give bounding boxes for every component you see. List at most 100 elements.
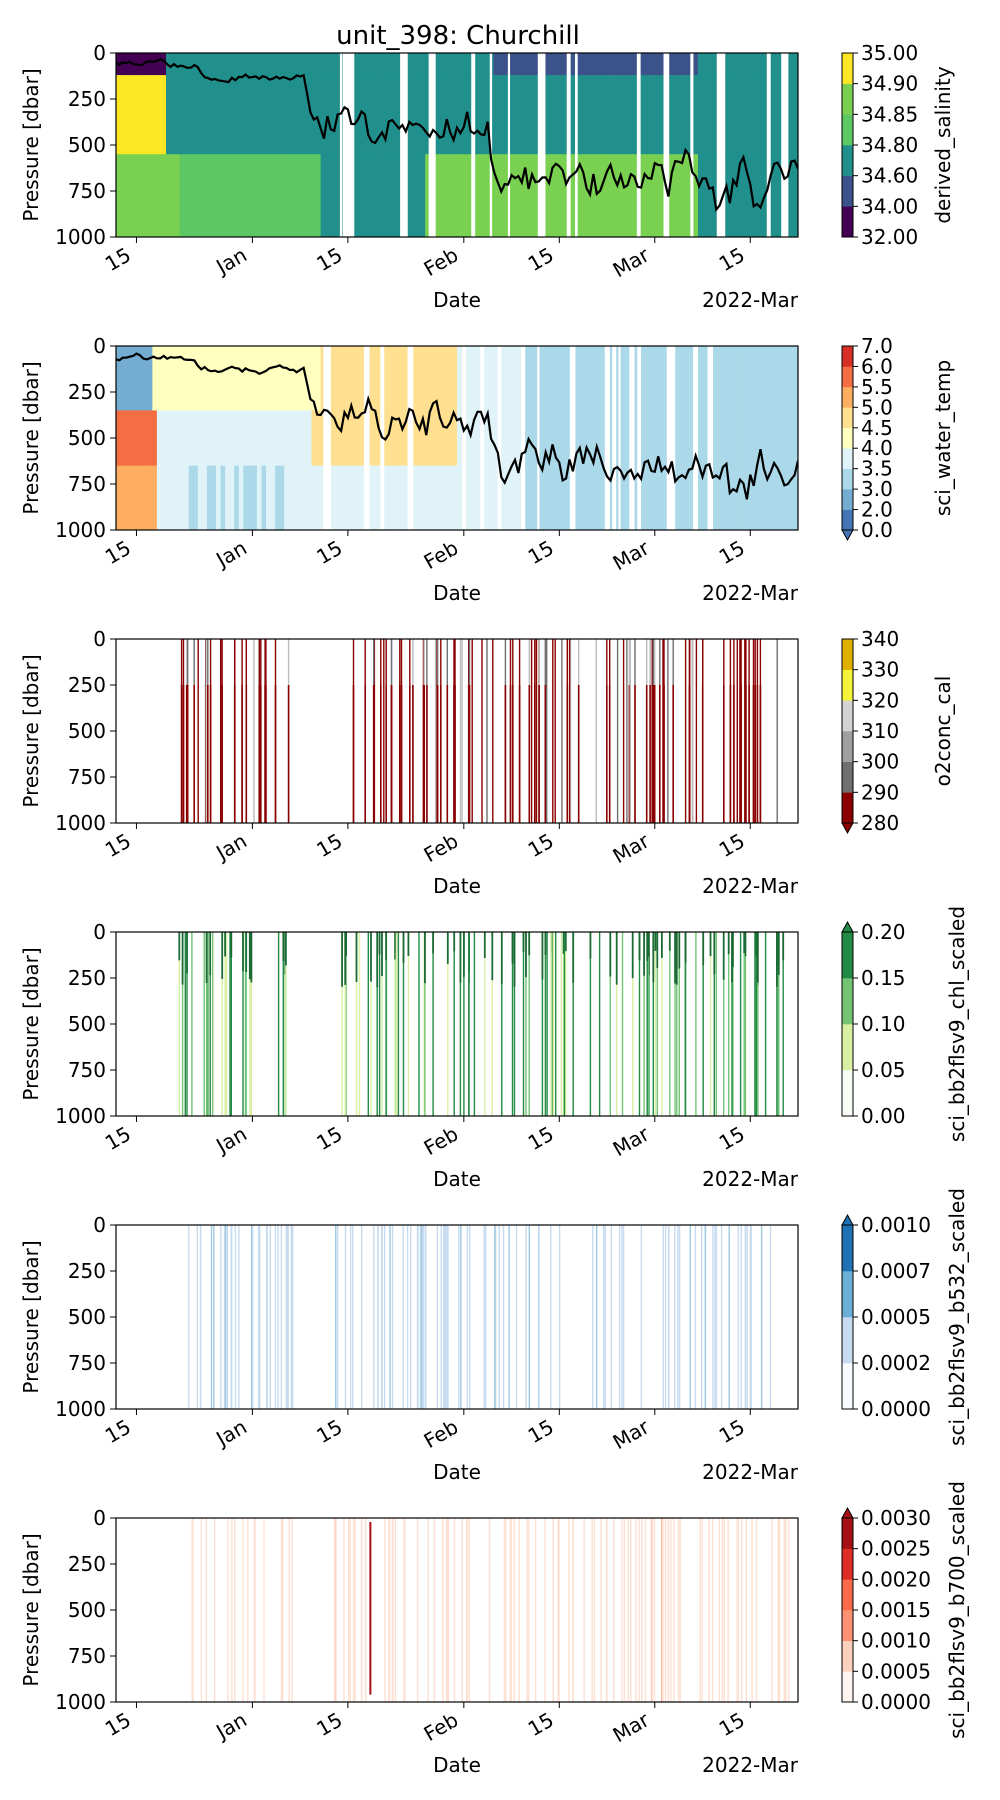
colorbar-segment <box>842 1671 853 1703</box>
colorbar-label: o2conc_cal <box>931 676 955 787</box>
x-tick-label: 15 <box>312 536 346 570</box>
x-tick-label: 15 <box>312 1415 346 1449</box>
x-axis-label: Date <box>433 581 481 605</box>
colorbar-tick-label: 34.60 <box>861 164 918 188</box>
colorbar-segment <box>842 1317 853 1364</box>
x-tick-label: 15 <box>101 1415 135 1449</box>
colorbar-tick-label: 0.05 <box>861 1058 906 1082</box>
x-tick-label: Jan <box>210 1415 250 1452</box>
colorbar-segment <box>842 1640 853 1672</box>
colorbar-tick-label: 34.90 <box>861 72 918 96</box>
colorbar-segment <box>842 206 853 238</box>
x-tick-label: 15 <box>715 243 749 277</box>
colorbar-tick-label: 5.5 <box>861 375 893 399</box>
y-tick-label: 1000 <box>55 811 106 835</box>
x-offset-label: 2022-Mar <box>702 288 799 312</box>
colorbar-segment <box>842 145 853 176</box>
colorbar-label: derived_salinity <box>931 66 955 223</box>
x-tick-label: 15 <box>715 1415 749 1449</box>
y-tick-label: 500 <box>68 1012 106 1036</box>
colorbar-segment <box>842 1225 853 1272</box>
colorbar-tick-label: 0.0000 <box>861 1690 931 1714</box>
x-tick-label: Feb <box>420 1415 463 1453</box>
colorbar-segment <box>842 366 853 388</box>
y-axis-label: Pressure [dbar] <box>19 947 43 1100</box>
figure-title: unit_398: Churchill <box>336 21 580 51</box>
x-offset-label: 2022-Mar <box>702 1460 799 1484</box>
colorbar-segment <box>842 427 853 449</box>
colorbar-tick-label: 0.0 <box>861 518 893 542</box>
colorbar-label: sci_bb2flsv9_b700_scaled <box>945 1481 969 1739</box>
x-tick-label: 15 <box>312 1708 346 1742</box>
y-tick-label: 0 <box>93 41 106 65</box>
y-axis-label: Pressure [dbar] <box>19 68 43 221</box>
x-tick-label: 15 <box>524 1708 558 1742</box>
y-tick-label: 750 <box>68 179 106 203</box>
plot-area <box>178 932 785 1116</box>
y-axis-label: Pressure [dbar] <box>19 1240 43 1393</box>
y-tick-label: 0 <box>93 1213 106 1237</box>
colorbar-tick-label: 0.0025 <box>861 1537 931 1561</box>
colorbar-tick-label: 340 <box>861 627 899 651</box>
colorbar-segment <box>842 639 853 670</box>
colorbar-extend-max <box>841 1213 854 1226</box>
x-tick-label: 15 <box>312 243 346 277</box>
colorbar-tick-label: 0.20 <box>861 920 906 944</box>
x-tick-label: Mar <box>609 535 654 575</box>
colorbar-tick-label: 330 <box>861 658 899 682</box>
x-tick-label: 15 <box>101 243 135 277</box>
colorbar-tick-label: 0.0005 <box>861 1305 931 1329</box>
colorbar-tick-label: 2.0 <box>861 498 893 522</box>
y-tick-label: 1000 <box>55 518 106 542</box>
y-tick-label: 1000 <box>55 1104 106 1128</box>
colorbar-tick-label: 310 <box>861 719 899 743</box>
y-tick-label: 250 <box>68 1552 106 1576</box>
x-tick-label: 15 <box>524 536 558 570</box>
colorbar-tick-label: 3.5 <box>861 457 893 481</box>
colorbar-segment <box>842 792 853 824</box>
x-tick-label: Jan <box>210 536 250 573</box>
colorbar-segment <box>842 1024 853 1071</box>
colorbar-tick-label: 34.85 <box>861 102 918 126</box>
x-tick-label: 15 <box>524 829 558 863</box>
colorbar-tick-label: 0.0020 <box>861 1567 931 1591</box>
x-tick-label: 15 <box>715 1122 749 1156</box>
y-tick-label: 0 <box>93 334 106 358</box>
colorbar-tick-label: 0.10 <box>861 1012 906 1036</box>
y-tick-label: 750 <box>68 1644 106 1668</box>
colorbar-tick-label: 0.0002 <box>861 1351 931 1375</box>
colorbar-tick-label: 0.0030 <box>861 1506 931 1530</box>
plot-area <box>191 1518 790 1702</box>
x-axis-label: Date <box>433 288 481 312</box>
y-tick-label: 750 <box>68 765 106 789</box>
colorbar-tick-label: 0.0010 <box>861 1213 931 1237</box>
colorbar-tick-label: 0.0007 <box>861 1259 931 1283</box>
x-tick-label: 15 <box>715 1708 749 1742</box>
axes-frame <box>115 1517 799 1703</box>
x-tick-label: Mar <box>609 1414 654 1454</box>
colorbar-segment <box>842 448 853 469</box>
colorbar-segment <box>842 761 853 793</box>
x-tick-label: Jan <box>210 1122 250 1159</box>
colorbar-segment <box>842 700 853 732</box>
colorbar-tick-label: 34.00 <box>861 194 918 218</box>
y-tick-label: 500 <box>68 133 106 157</box>
colorbar-segment <box>842 489 853 510</box>
colorbar-tick-label: 0.0005 <box>861 1659 931 1683</box>
x-tick-label: 15 <box>312 1122 346 1156</box>
colorbar-segment <box>842 1548 853 1580</box>
colorbar-tick-label: 0.0010 <box>861 1629 931 1653</box>
y-tick-label: 500 <box>68 719 106 743</box>
colorbar-segment <box>842 1518 853 1549</box>
x-tick-label: 15 <box>312 829 346 863</box>
colorbar-segment <box>842 1363 853 1410</box>
colorbar-tick-label: 320 <box>861 688 899 712</box>
mld-line <box>116 352 798 500</box>
y-tick-label: 1000 <box>55 225 106 249</box>
colorbar-tick-label: 280 <box>861 811 899 835</box>
